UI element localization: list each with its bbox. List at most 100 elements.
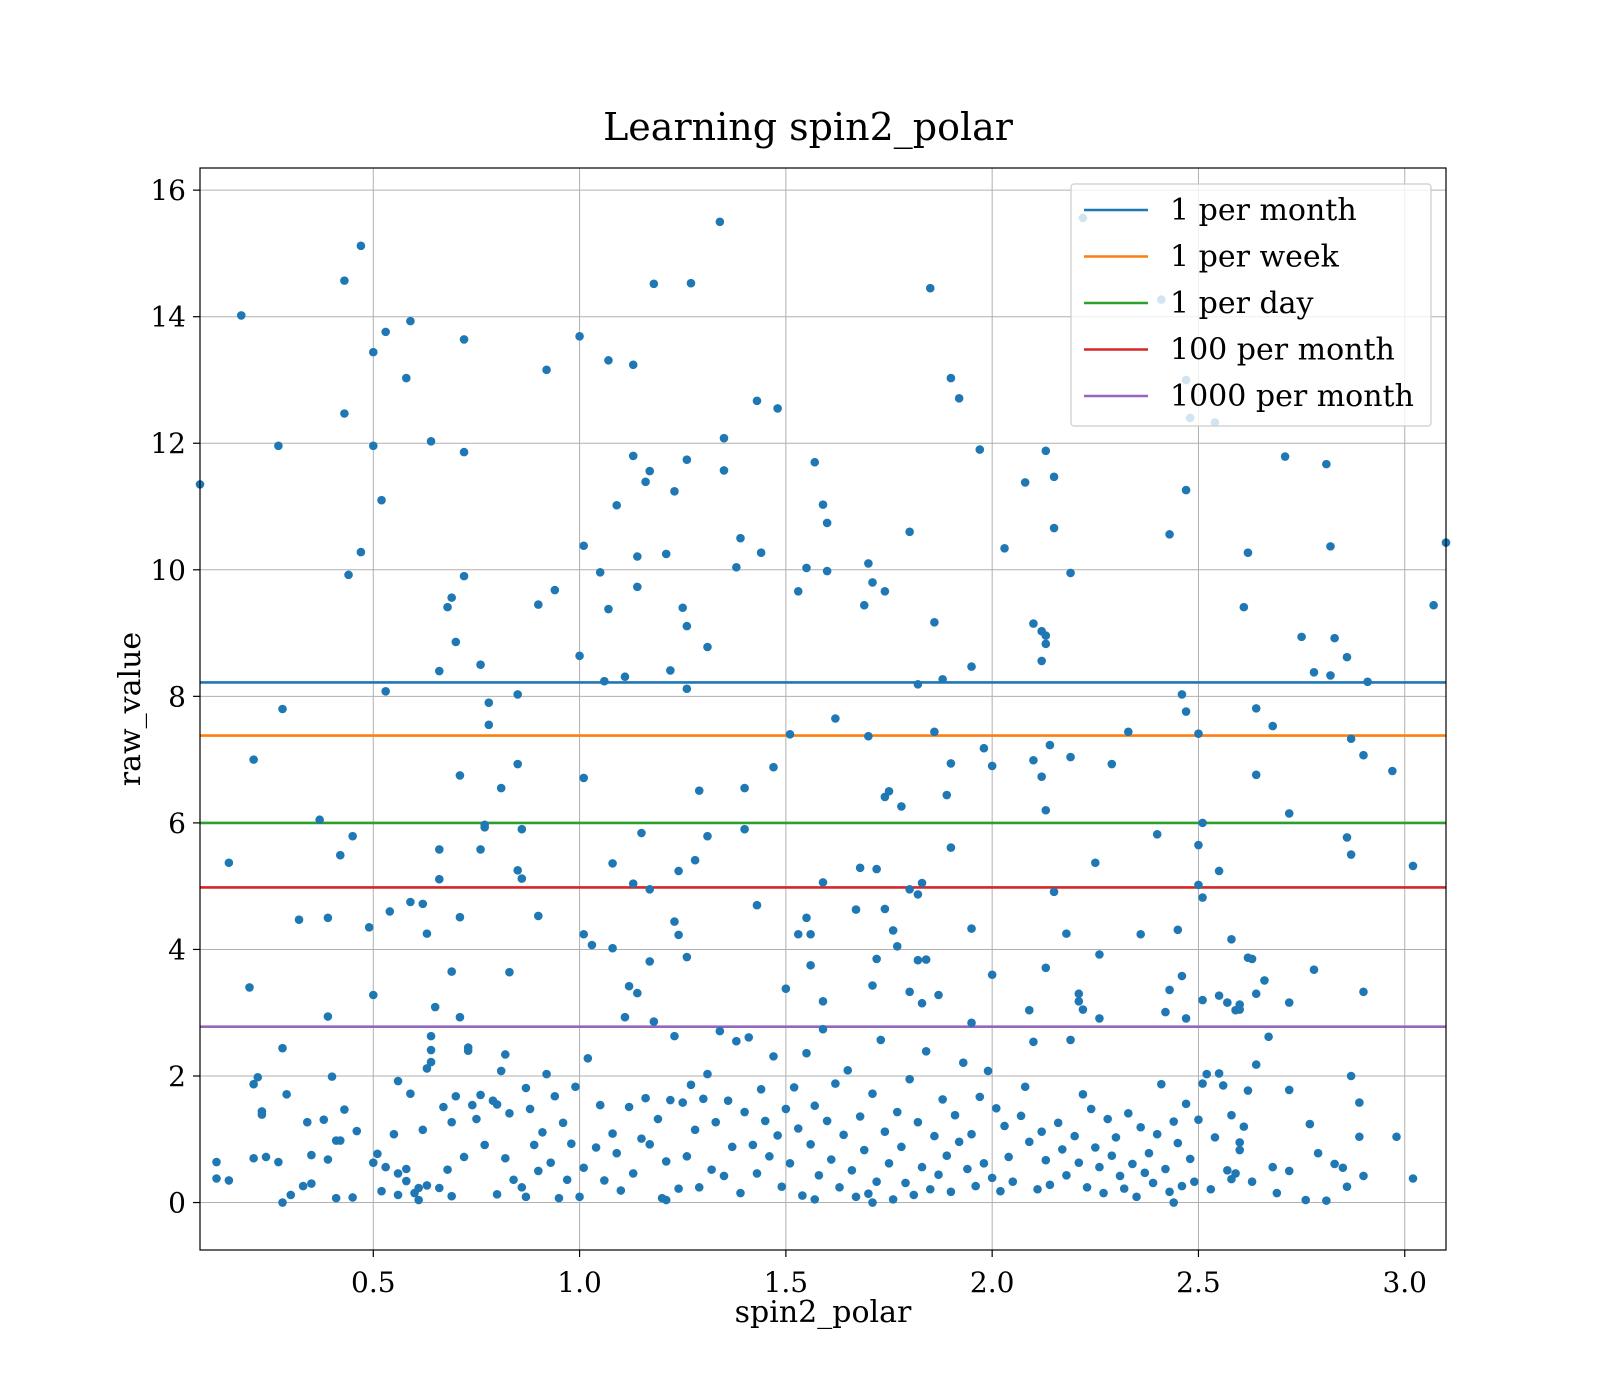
data-point — [608, 943, 617, 953]
data-point — [822, 566, 832, 576]
data-point — [422, 1064, 432, 1073]
data-point — [1152, 1129, 1162, 1139]
x-tick-label: 2.5 — [1176, 1266, 1221, 1299]
data-point — [1049, 887, 1059, 897]
data-point — [348, 1193, 357, 1202]
data-point — [1388, 766, 1397, 776]
data-point — [1218, 1081, 1228, 1090]
data-point — [414, 1183, 423, 1193]
data-point — [1082, 1183, 1092, 1192]
data-point — [897, 802, 906, 811]
data-point — [1239, 1122, 1249, 1131]
data-point — [670, 487, 679, 496]
x-tick-label: 0.5 — [351, 1266, 396, 1299]
data-point — [1251, 1060, 1261, 1069]
data-point — [463, 1046, 473, 1055]
data-point — [1107, 1151, 1117, 1161]
data-point — [967, 662, 976, 671]
data-point — [1041, 805, 1051, 815]
data-point — [942, 1151, 952, 1161]
data-point — [1235, 1138, 1245, 1147]
data-point — [1194, 1115, 1203, 1124]
data-point — [1078, 1090, 1088, 1099]
data-point — [645, 466, 655, 476]
data-point — [822, 1116, 832, 1126]
data-point — [802, 913, 811, 923]
data-point — [1326, 542, 1335, 551]
data-point — [732, 562, 741, 572]
data-point — [426, 437, 436, 446]
data-point — [1198, 995, 1207, 1005]
legend-entry-label: 1000 per month — [1170, 379, 1414, 414]
data-point — [513, 866, 522, 875]
data-point — [1053, 1118, 1063, 1128]
data-point — [666, 666, 675, 675]
data-point — [1074, 997, 1084, 1006]
data-point — [401, 1176, 411, 1186]
data-point — [1169, 1117, 1178, 1126]
data-point — [645, 1140, 655, 1149]
data-point — [430, 1002, 440, 1012]
data-point — [1029, 1037, 1038, 1047]
data-point — [826, 1155, 836, 1164]
data-point — [352, 1126, 362, 1136]
data-point — [748, 1140, 758, 1150]
data-point — [1363, 677, 1372, 687]
data-point — [459, 335, 469, 344]
data-point — [1165, 1187, 1174, 1197]
data-point — [1091, 1143, 1100, 1152]
data-point — [1284, 1166, 1294, 1176]
data-point — [752, 1169, 762, 1178]
data-point — [401, 373, 411, 383]
data-point — [1284, 1085, 1294, 1095]
data-point — [1111, 1133, 1121, 1142]
data-point — [971, 1181, 980, 1191]
data-point — [513, 690, 522, 699]
data-point — [925, 283, 935, 293]
data-point — [364, 922, 374, 932]
data-point — [888, 926, 898, 935]
data-point — [1066, 568, 1075, 578]
data-point — [711, 1117, 721, 1127]
data-point — [451, 637, 461, 647]
data-point — [212, 1174, 221, 1183]
data-point — [249, 755, 258, 764]
data-point — [934, 1170, 943, 1180]
x-tick-label: 3.0 — [1382, 1266, 1427, 1299]
data-point — [633, 582, 642, 592]
data-point — [1045, 740, 1055, 750]
data-point — [595, 568, 605, 577]
data-point — [393, 1190, 403, 1200]
data-point — [715, 217, 725, 227]
data-point — [938, 1095, 947, 1104]
data-point — [579, 773, 589, 783]
data-point — [859, 1145, 869, 1155]
data-point — [1041, 446, 1051, 456]
data-point — [501, 1050, 510, 1059]
data-point — [913, 680, 923, 689]
data-point — [1008, 1177, 1018, 1186]
data-point — [674, 1184, 683, 1193]
data-point — [793, 1124, 803, 1133]
data-point — [492, 1100, 502, 1109]
data-point — [212, 1157, 221, 1167]
data-point — [666, 1095, 675, 1105]
data-point — [785, 1159, 795, 1168]
data-point — [682, 952, 692, 962]
data-point — [1235, 1005, 1245, 1014]
y-tick-label: 4 — [168, 933, 186, 966]
data-point — [1206, 1184, 1216, 1194]
data-point — [1004, 1152, 1013, 1162]
data-point — [1161, 1164, 1170, 1174]
data-point — [455, 1012, 465, 1022]
data-point — [521, 1083, 531, 1093]
data-point — [1330, 633, 1339, 643]
data-points — [195, 213, 1451, 1207]
data-point — [1214, 991, 1224, 1000]
data-point — [769, 1052, 778, 1061]
data-point — [1202, 1069, 1212, 1079]
data-point — [938, 674, 947, 684]
data-point — [1346, 850, 1356, 859]
data-point — [1041, 963, 1051, 973]
data-point — [505, 1109, 514, 1118]
